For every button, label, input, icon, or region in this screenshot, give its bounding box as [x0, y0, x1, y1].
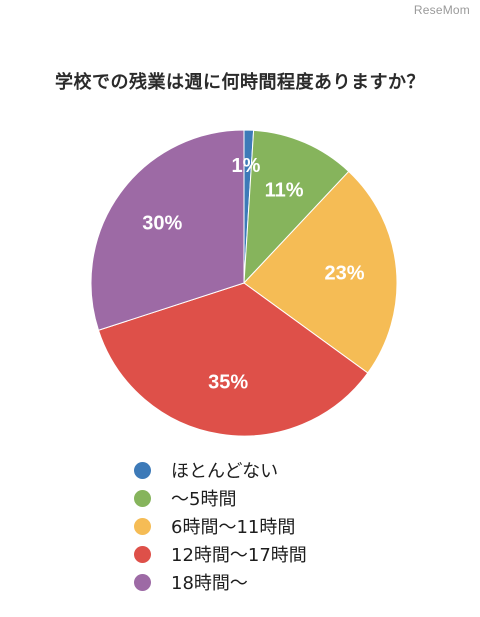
legend-swatch — [134, 461, 151, 479]
pie-chart: 1%11% 23% 35% 30% — [90, 129, 398, 437]
slice-value-label: 30% — [142, 213, 182, 235]
slice-value-label: 11% — [265, 179, 304, 201]
slice-value-label: 35% — [208, 372, 248, 394]
watermark-logo: ReseMom — [413, 3, 470, 17]
legend-item: 18時間〜 — [134, 568, 307, 596]
pie-slice — [243, 170, 398, 374]
legend-swatch — [134, 573, 151, 591]
legend-item: 6時間〜11時間 — [134, 512, 307, 540]
legend-swatch — [134, 489, 151, 507]
pie-slice — [243, 129, 350, 285]
legend-label: 12時間〜17時間 — [171, 545, 307, 566]
pie-slice — [97, 282, 369, 437]
chart-title: 学校での残業は週に何時間程度ありますか？ — [55, 72, 425, 93]
legend-label: ほとんどない — [171, 461, 279, 482]
slice-value-label: 23% — [324, 263, 364, 285]
legend-label: 18時間〜 — [171, 573, 248, 594]
legend-item: 〜5時間 — [134, 484, 307, 512]
legend-item: ほとんどない — [134, 456, 307, 484]
chart-legend: ほとんどない 〜5時間 6時間〜11時間 12時間〜17時間 18時間〜 — [134, 456, 307, 596]
legend-label: 6時間〜11時間 — [171, 517, 296, 538]
legend-swatch — [134, 517, 151, 535]
slice-value-label: 1% — [232, 155, 261, 177]
legend-label: 〜5時間 — [171, 489, 237, 510]
pie-slice — [90, 129, 245, 331]
legend-item: 12時間〜17時間 — [134, 540, 307, 568]
legend-swatch — [134, 545, 151, 563]
